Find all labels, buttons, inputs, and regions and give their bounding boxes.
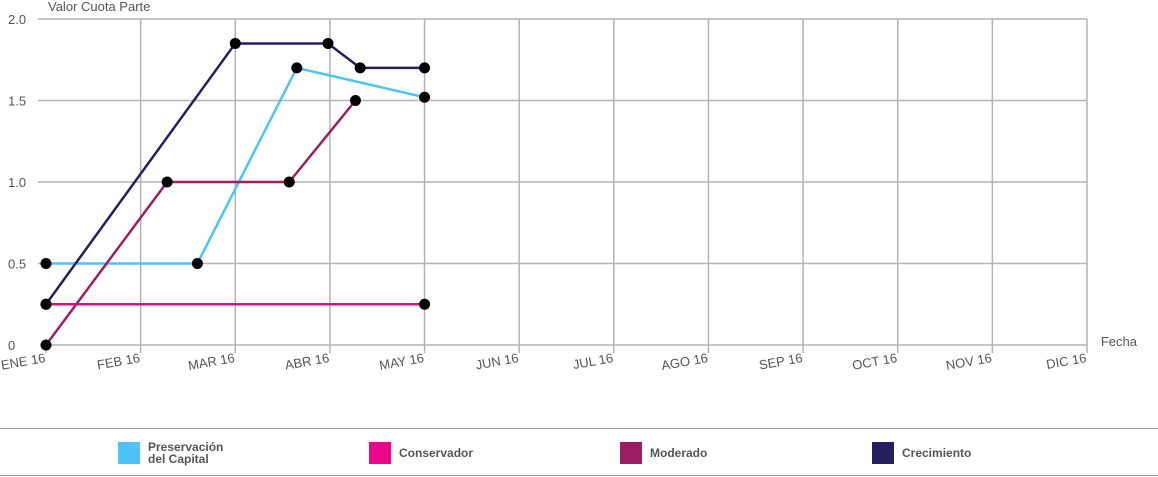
y-tick-label: 0 xyxy=(8,338,15,353)
legend-label-crecimiento: Crecimiento xyxy=(902,446,972,460)
y-tick-label: 1.5 xyxy=(8,94,26,109)
data-point[interactable] xyxy=(322,37,334,49)
data-point[interactable] xyxy=(40,298,52,310)
legend-label-conservador: Conservador xyxy=(399,446,474,460)
legend-item-crecimiento[interactable]: Crecimiento xyxy=(872,441,971,465)
legend-label-preservacion: Preservación del Capital xyxy=(148,440,224,466)
x-tick-label: JUN 16 xyxy=(474,350,519,372)
data-point[interactable] xyxy=(419,91,431,103)
data-point[interactable] xyxy=(419,298,431,310)
legend-swatch-conservador xyxy=(369,442,391,464)
x-tick-label: OCT 16 xyxy=(851,350,898,373)
data-point[interactable] xyxy=(161,176,173,188)
data-point[interactable] xyxy=(291,62,303,74)
x-tick-label: SEP 16 xyxy=(758,350,804,372)
series-line xyxy=(46,66,425,265)
data-point[interactable] xyxy=(419,62,431,74)
series-layer xyxy=(40,37,431,351)
legend: Preservación del Capital Conservador Mod… xyxy=(0,428,1158,476)
y-axis-title: Valor Cuota Parte xyxy=(48,0,150,14)
x-tick-label: FEB 16 xyxy=(96,350,141,372)
legend-swatch-moderado xyxy=(620,442,642,464)
data-point[interactable] xyxy=(40,258,52,269)
x-tick-label: AGO 16 xyxy=(660,350,709,373)
line-chart: 0 0.5 1.0 1.5 2.0 ENE 16 FEB 16 MAR 16 ABR 16 MAY… xyxy=(0,0,1138,373)
x-tick-label: NOV 16 xyxy=(945,350,993,373)
x-tick-label: ABR 16 xyxy=(284,350,331,373)
data-point[interactable] xyxy=(229,37,241,49)
x-tick-label: ENE 16 xyxy=(0,350,47,373)
series-line xyxy=(44,99,357,346)
y-tick-label: 0.5 xyxy=(8,257,26,272)
x-axis-title: Fecha xyxy=(1101,334,1138,349)
data-point[interactable] xyxy=(40,339,52,351)
legend-label-moderado: Moderado xyxy=(650,446,708,460)
y-tick-label: 1.0 xyxy=(8,175,26,190)
data-point[interactable] xyxy=(354,62,366,74)
legend-swatch-crecimiento xyxy=(872,442,894,464)
x-tick-label: JUL 16 xyxy=(572,350,615,372)
data-point[interactable] xyxy=(349,95,361,106)
data-point[interactable] xyxy=(283,176,295,188)
grid xyxy=(38,18,1088,353)
legend-item-moderado[interactable]: Moderado xyxy=(620,441,707,465)
x-tick-label: DIC 16 xyxy=(1045,350,1087,372)
legend-item-preservacion[interactable]: Preservación del Capital xyxy=(118,441,223,465)
data-point[interactable] xyxy=(191,258,203,269)
x-tick-label: MAY 16 xyxy=(378,350,425,373)
x-tick-label: MAR 16 xyxy=(187,350,236,373)
y-tick-label: 2.0 xyxy=(8,12,26,27)
legend-item-conservador[interactable]: Conservador xyxy=(369,441,473,465)
legend-swatch-preservacion xyxy=(118,442,140,464)
axes: 0 0.5 1.0 1.5 2.0 ENE 16 FEB 16 MAR 16 ABR 16 MAY… xyxy=(0,12,1088,373)
